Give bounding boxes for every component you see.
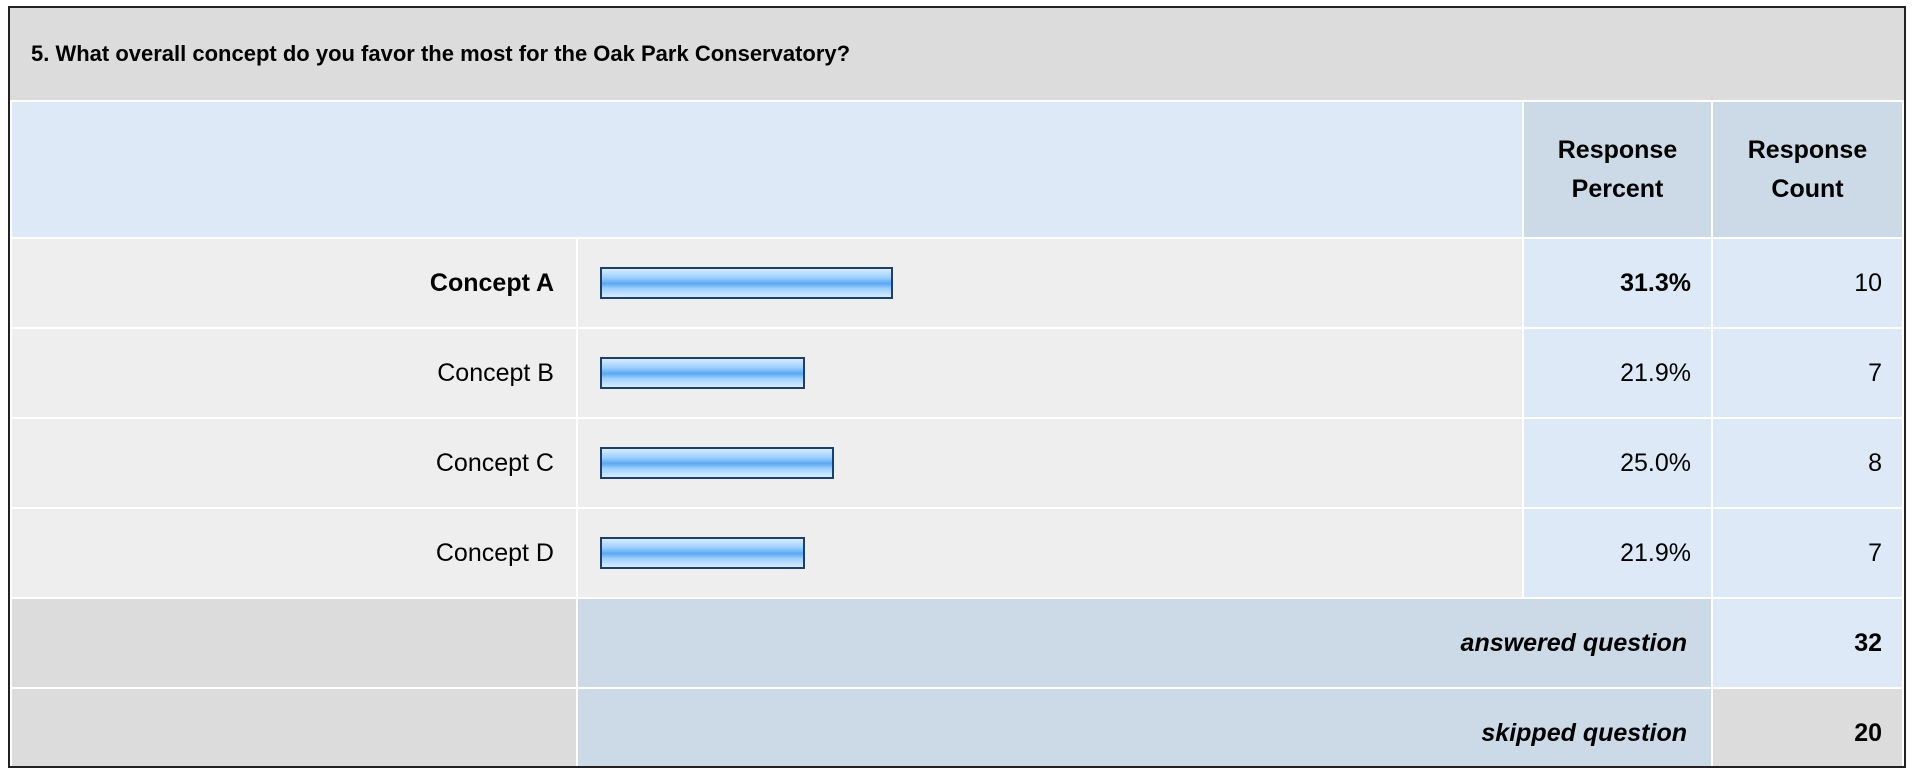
response-count-header: Response Count [1711, 102, 1904, 239]
response-count: 7 [1711, 508, 1904, 599]
answered-row: answered question 32 [10, 598, 1904, 689]
bar-cell [576, 508, 1524, 599]
skipped-value: 20 [1711, 688, 1904, 766]
category-label: Concept A [10, 238, 578, 329]
bar-cell [576, 328, 1524, 419]
table-row: Concept C 25.0% 8 [10, 418, 1904, 509]
table-row: Concept B 21.9% 7 [10, 328, 1904, 419]
skipped-label: skipped question [576, 688, 1713, 766]
response-percent: 25.0% [1522, 418, 1713, 509]
table-row: Concept D 21.9% 7 [10, 508, 1904, 599]
header-blank [10, 102, 1524, 239]
response-percent: 21.9% [1522, 508, 1713, 599]
response-percent-header: Response Percent [1522, 102, 1713, 239]
bar-concept-b [600, 357, 805, 389]
bar-concept-c [600, 447, 834, 479]
bar-concept-a [600, 267, 893, 299]
response-rows: Concept A 31.3% 10 Concept B 21.9% 7 Concept C… [10, 238, 1904, 599]
skipped-row: skipped question 20 [10, 688, 1904, 766]
table-header-row: Response Percent Response Count [10, 102, 1904, 239]
response-percent: 31.3% [1522, 238, 1713, 329]
question-title: 5. What overall concept do you favor the… [10, 8, 1904, 102]
skipped-blank [10, 688, 578, 766]
answered-blank [10, 598, 578, 689]
response-count: 10 [1711, 238, 1904, 329]
response-table: Response Percent Response Count Concept … [10, 102, 1904, 766]
bar-cell [576, 238, 1524, 329]
bar-concept-d [600, 537, 805, 569]
category-label: Concept C [10, 418, 578, 509]
response-count: 8 [1711, 418, 1904, 509]
bar-cell [576, 418, 1524, 509]
response-percent: 21.9% [1522, 328, 1713, 419]
table-row: Concept A 31.3% 10 [10, 238, 1904, 329]
category-label: Concept D [10, 508, 578, 599]
category-label: Concept B [10, 328, 578, 419]
answered-label: answered question [576, 598, 1713, 689]
survey-question-panel: 5. What overall concept do you favor the… [8, 6, 1906, 768]
answered-value: 32 [1711, 598, 1904, 689]
response-count: 7 [1711, 328, 1904, 419]
